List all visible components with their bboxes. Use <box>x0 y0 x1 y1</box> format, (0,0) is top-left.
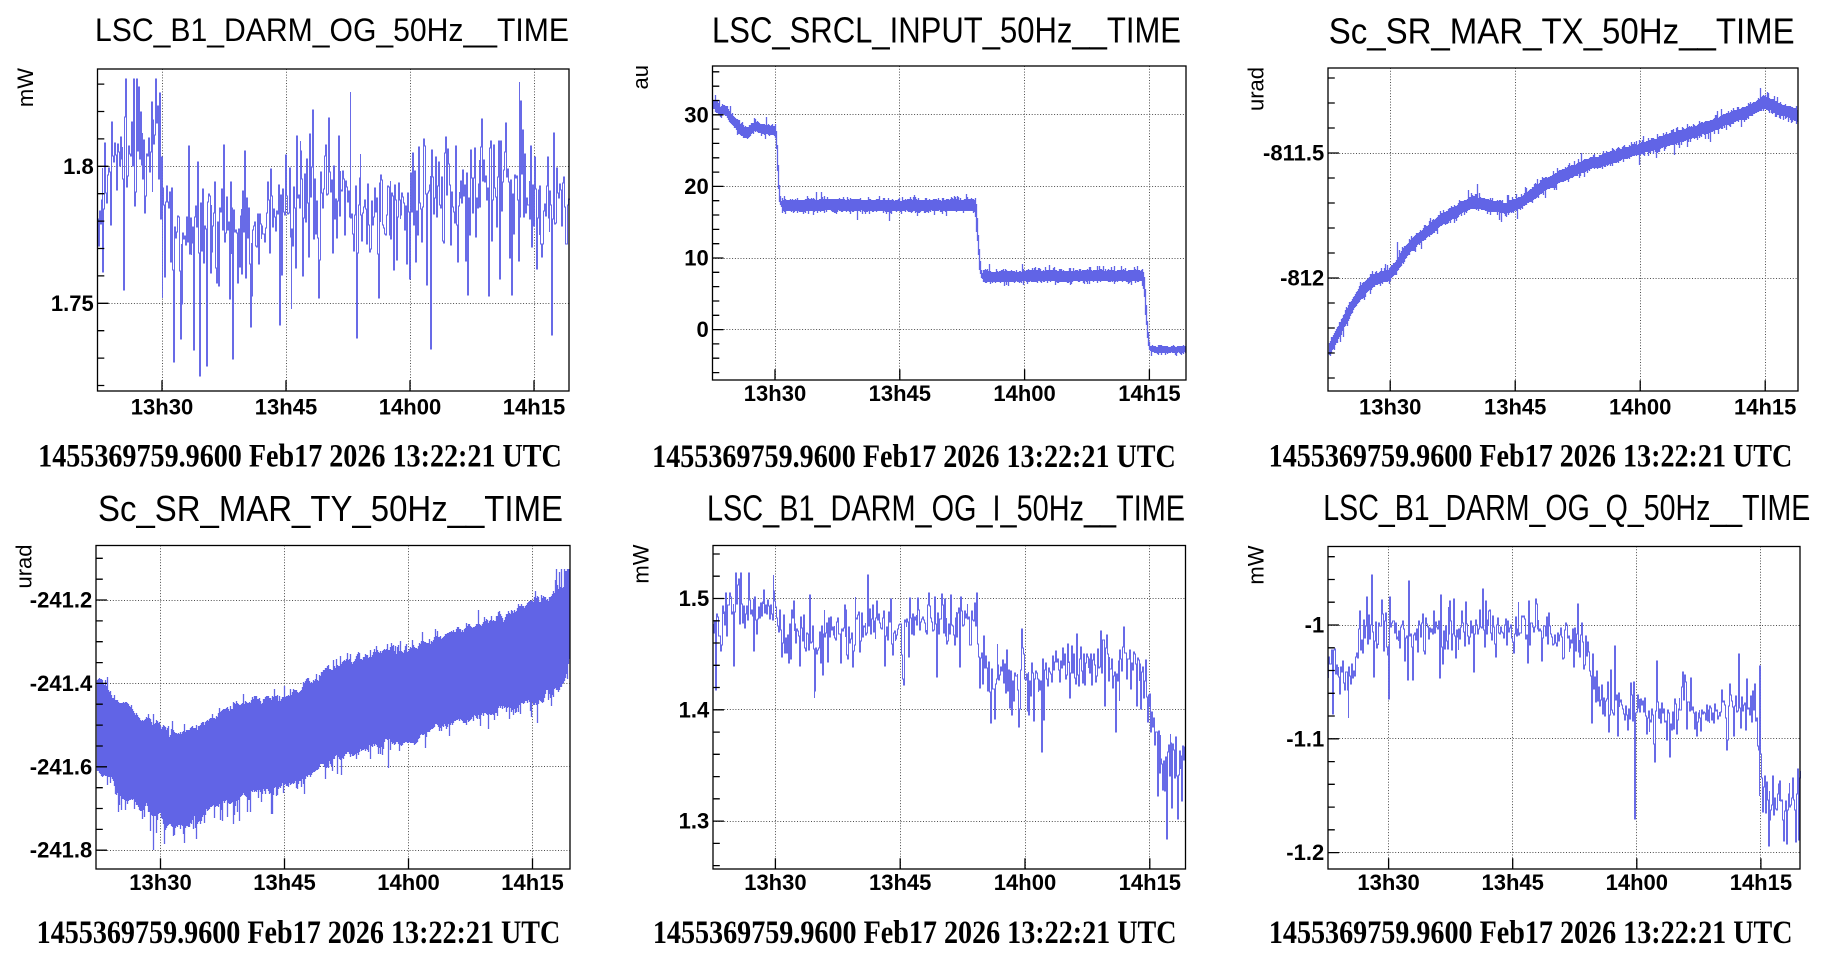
svg-text:13h30: 13h30 <box>744 381 806 406</box>
svg-text:Sc_SR_MAR_TY_50Hz__TIME: Sc_SR_MAR_TY_50Hz__TIME <box>98 488 563 529</box>
svg-text:14h15: 14h15 <box>1119 870 1181 895</box>
svg-text:14h00: 14h00 <box>379 395 441 420</box>
svg-text:LSC_B1_DARM_OG_Q_50Hz__TIME: LSC_B1_DARM_OG_Q_50Hz__TIME <box>1323 487 1810 528</box>
svg-text:13h45: 13h45 <box>255 395 317 420</box>
svg-text:13h45: 13h45 <box>869 870 931 895</box>
svg-text:LSC_B1_DARM_OG_50Hz__TIME: LSC_B1_DARM_OG_50Hz__TIME <box>95 12 569 48</box>
svg-text:mW: mW <box>1244 545 1269 584</box>
svg-text:13h45: 13h45 <box>869 381 931 406</box>
svg-text:-241.6: -241.6 <box>30 754 92 779</box>
svg-text:1455369759.9600 Feb17 2026 13:: 1455369759.9600 Feb17 2026 13:22:21 UTC <box>652 439 1176 475</box>
svg-text:13h45: 13h45 <box>1482 870 1544 895</box>
svg-text:0: 0 <box>696 317 708 342</box>
svg-text:14h15: 14h15 <box>501 870 563 895</box>
svg-text:13h45: 13h45 <box>253 870 315 895</box>
svg-text:13h30: 13h30 <box>131 395 193 420</box>
svg-text:Sc_SR_MAR_TX_50Hz__TIME: Sc_SR_MAR_TX_50Hz__TIME <box>1329 11 1795 52</box>
svg-text:1.3: 1.3 <box>679 809 710 834</box>
svg-text:1.5: 1.5 <box>679 586 710 611</box>
svg-text:urad: urad <box>12 545 37 589</box>
svg-text:14h15: 14h15 <box>1734 395 1796 420</box>
svg-text:1.4: 1.4 <box>679 697 710 722</box>
svg-text:14h00: 14h00 <box>994 870 1056 895</box>
svg-text:-241.4: -241.4 <box>30 671 93 696</box>
svg-text:14h15: 14h15 <box>1118 381 1180 406</box>
svg-text:au: au <box>628 65 653 89</box>
svg-text:30: 30 <box>684 102 708 127</box>
svg-text:-1: -1 <box>1305 613 1325 638</box>
svg-text:1.8: 1.8 <box>63 154 94 179</box>
svg-text:14h00: 14h00 <box>993 381 1055 406</box>
svg-text:-1.2: -1.2 <box>1286 840 1324 865</box>
svg-text:14h00: 14h00 <box>377 870 439 895</box>
svg-text:1455369759.9600 Feb17 2026 13:: 1455369759.9600 Feb17 2026 13:22:21 UTC <box>1269 438 1793 474</box>
svg-text:13h30: 13h30 <box>744 870 806 895</box>
svg-text:13h30: 13h30 <box>129 870 191 895</box>
svg-text:mW: mW <box>13 68 38 107</box>
svg-text:-812: -812 <box>1280 266 1324 291</box>
svg-text:14h15: 14h15 <box>503 395 565 420</box>
svg-text:20: 20 <box>684 174 708 199</box>
svg-text:13h30: 13h30 <box>1359 395 1421 420</box>
svg-text:urad: urad <box>1244 67 1269 111</box>
svg-text:LSC_SRCL_INPUT_50Hz__TIME: LSC_SRCL_INPUT_50Hz__TIME <box>712 10 1181 51</box>
svg-text:14h15: 14h15 <box>1730 870 1792 895</box>
svg-text:1.75: 1.75 <box>51 291 94 316</box>
svg-text:1455369759.9600 Feb17 2026 13:: 1455369759.9600 Feb17 2026 13:22:21 UTC <box>1269 915 1793 951</box>
svg-text:1455369759.9600 Feb17 2026 13:: 1455369759.9600 Feb17 2026 13:22:21 UTC <box>653 915 1177 951</box>
svg-text:14h00: 14h00 <box>1609 395 1671 420</box>
svg-text:LSC_B1_DARM_OG_I_50Hz__TIME: LSC_B1_DARM_OG_I_50Hz__TIME <box>707 488 1185 529</box>
svg-text:-1.1: -1.1 <box>1286 726 1324 751</box>
svg-text:1455369759.9600 Feb17 2026 13:: 1455369759.9600 Feb17 2026 13:22:21 UTC <box>37 915 561 951</box>
svg-text:-241.2: -241.2 <box>30 588 92 613</box>
svg-text:mW: mW <box>629 544 654 583</box>
svg-text:1455369759.9600 Feb17 2026 13:: 1455369759.9600 Feb17 2026 13:22:21 UTC <box>38 438 562 474</box>
svg-text:-811.5: -811.5 <box>1263 141 1324 166</box>
svg-text:13h30: 13h30 <box>1357 870 1419 895</box>
svg-text:-241.8: -241.8 <box>30 838 92 863</box>
svg-text:10: 10 <box>684 246 708 271</box>
svg-text:13h45: 13h45 <box>1484 395 1546 420</box>
svg-text:14h00: 14h00 <box>1606 870 1668 895</box>
